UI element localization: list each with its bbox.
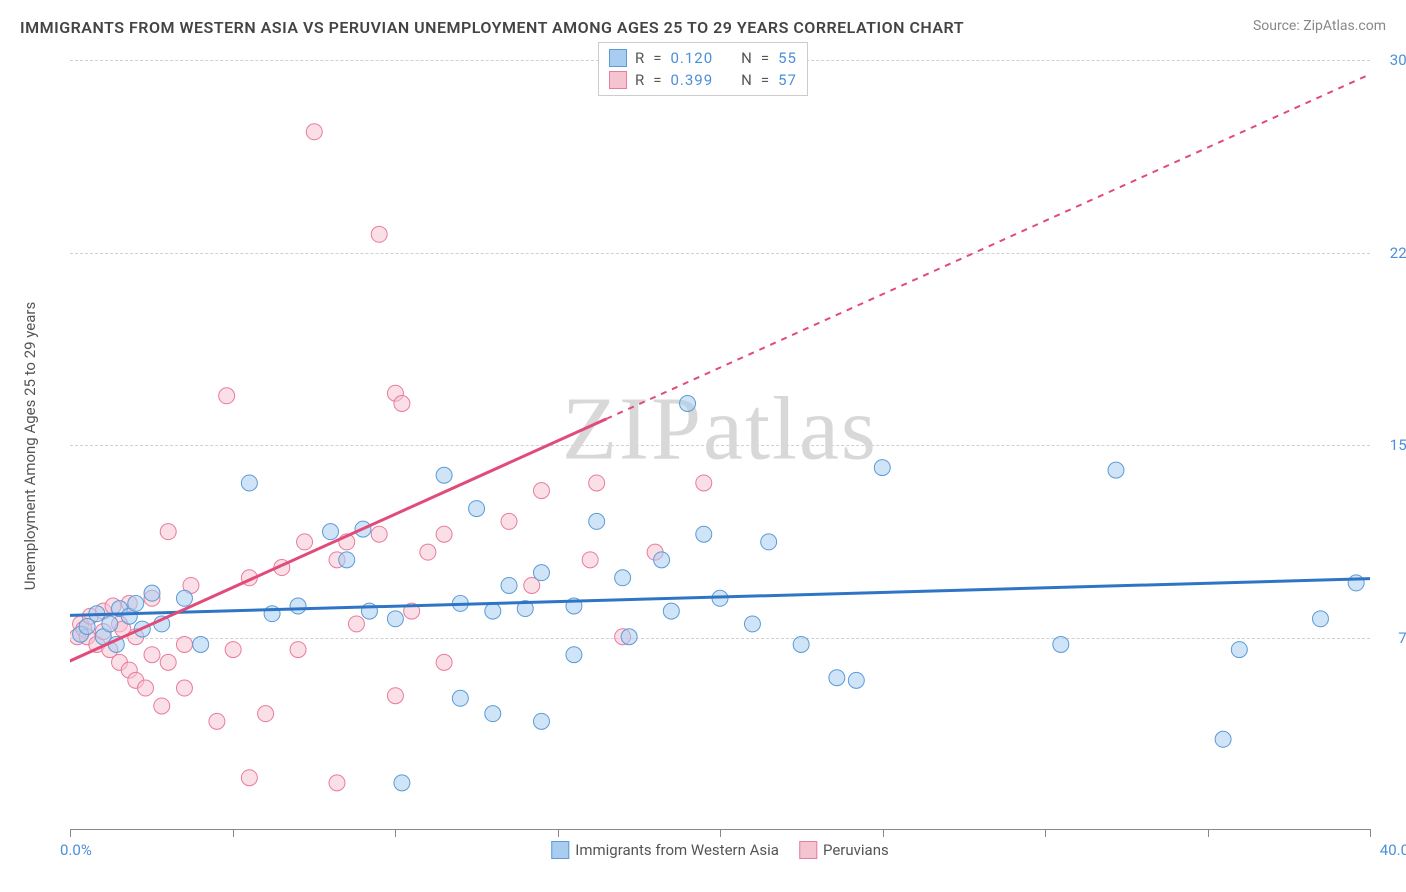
x-tick [1208,829,1209,837]
legend-n-label: N [741,71,753,89]
legend-n-value-2: 57 [778,71,797,89]
y-tick-label: 30.0% [1390,51,1406,69]
legend-swatch-1 [609,49,627,67]
x-tick [395,829,396,837]
x-tick [1045,829,1046,837]
legend-swatch-2-icon [799,841,817,859]
legend-r-label: R [635,71,645,89]
scatter-plot-svg [70,60,1370,829]
legend-item-2: Peruvians [799,841,889,859]
legend-r-label: R [635,49,645,67]
legend-row-series-1: R = 0.120 N = 55 [609,47,797,69]
legend-r-value-2: 0.399 [670,71,713,89]
y-tick-label: 22.5% [1390,244,1406,262]
x-tick [558,829,559,837]
legend-n-label: N [741,49,753,67]
chart-title: IMMIGRANTS FROM WESTERN ASIA VS PERUVIAN… [20,18,964,37]
legend-row-series-2: R = 0.399 N = 57 [609,69,797,91]
x-tick [1370,829,1371,837]
legend-item-1: Immigrants from Western Asia [551,841,779,859]
correlation-legend: R = 0.120 N = 55 R = 0.399 N = 57 [598,42,808,96]
legend-label-1: Immigrants from Western Asia [575,841,779,859]
legend-eq: = [761,49,770,67]
x-tick [883,829,884,837]
x-tick [233,829,234,837]
legend-eq: = [761,71,770,89]
x-axis-origin-label: 0.0% [60,841,92,859]
x-tick [70,829,71,837]
legend-eq: = [653,49,662,67]
source-attribution: Source: ZipAtlas.com [1253,18,1386,34]
x-axis-max-label: 40.0% [1380,841,1406,859]
legend-n-value-1: 55 [778,49,797,67]
legend-swatch-2 [609,71,627,89]
y-tick-label: 15.0% [1390,436,1406,454]
chart-plot-area: ZIPatlas 0.0% 40.0% Immigrants from West… [70,60,1370,830]
y-tick-label: 7.5% [1398,629,1406,647]
y-axis-title: Unemployment Among Ages 25 to 29 years [21,302,39,590]
legend-swatch-1-icon [551,841,569,859]
legend-label-2: Peruvians [823,841,889,859]
legend-eq: = [653,71,662,89]
legend-r-value-1: 0.120 [670,49,713,67]
x-tick [720,829,721,837]
series-legend: Immigrants from Western Asia Peruvians [551,841,888,859]
